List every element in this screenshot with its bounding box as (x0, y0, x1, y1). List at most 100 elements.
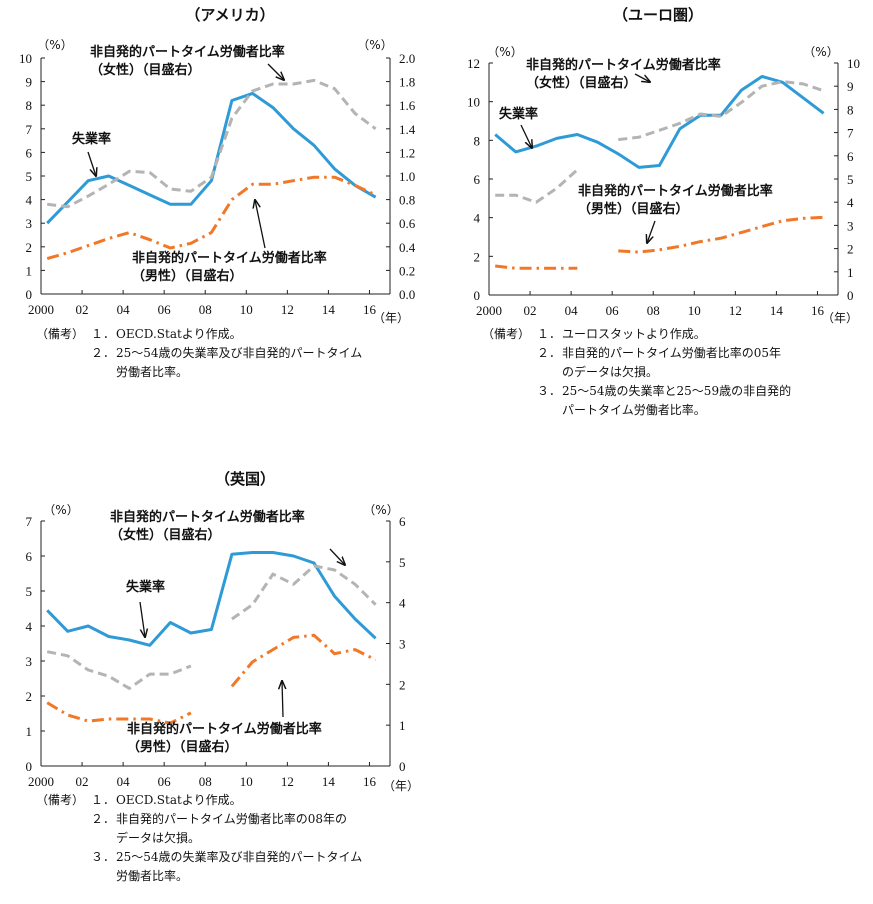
left-tick-label: 10 (19, 51, 32, 66)
x-tick-label: 12 (281, 302, 294, 317)
x-tick-label: 06 (158, 302, 172, 317)
chart-us: （アメリカ）0123456789100.00.20.40.60.81.01.21… (19, 6, 416, 379)
left-tick-label: 8 (26, 98, 33, 113)
right-tick-label: 1.2 (399, 145, 415, 160)
series-line (46, 701, 192, 725)
note-text-continued: 労働者比率。 (116, 868, 188, 883)
series-line (46, 175, 377, 261)
left-tick-label: 0 (474, 288, 481, 303)
left-tick-label: 10 (467, 95, 480, 110)
x-tick-label: 06 (158, 774, 172, 789)
note-number: １． (537, 327, 561, 341)
notes-label: （備考） (36, 792, 84, 807)
annotation-arrow (329, 548, 345, 565)
left-tick-label: 7 (26, 122, 33, 137)
right-tick-label: 6 (847, 149, 854, 164)
left-tick-label: 2 (26, 689, 33, 704)
note-text-continued: のデータは欠損。 (562, 364, 658, 379)
right-tick-label: 2 (847, 242, 854, 257)
left-tick-label: 5 (26, 584, 33, 599)
x-tick-label: 10 (240, 774, 253, 789)
annotation-arrow (255, 200, 266, 249)
chart-title: （アメリカ） (185, 6, 274, 24)
annotation-arrow (282, 681, 283, 718)
series-line (495, 168, 579, 204)
annotation-arrow (647, 220, 656, 243)
series-line (618, 80, 825, 142)
annotation-label: 失業率 (499, 106, 538, 122)
x-tick-label: 04 (117, 774, 131, 789)
right-tick-label: 0.0 (399, 287, 415, 302)
annotation-label: （女性）（目盛右） (90, 62, 201, 78)
right-tick-label: 5 (847, 172, 854, 187)
x-axis-unit: （年） (373, 311, 409, 325)
annotation-label: （女性）（目盛右） (110, 527, 221, 543)
right-tick-label: 0 (399, 759, 406, 774)
annotation-label: 失業率 (72, 131, 111, 147)
x-tick-label: 14 (322, 302, 336, 317)
x-tick-label: 16 (363, 774, 377, 789)
left-tick-label: 3 (26, 216, 33, 231)
chart-title: （ユーロ圏） (613, 6, 703, 24)
right-axis-unit: （%） (363, 503, 398, 517)
right-tick-label: 0.4 (399, 240, 416, 255)
right-tick-label: 2 (399, 677, 406, 692)
right-tick-label: 1.6 (399, 98, 416, 113)
x-tick-label: 16 (363, 302, 377, 317)
right-axis-unit: （%） (803, 45, 838, 59)
x-tick-label: 10 (688, 303, 701, 318)
left-tick-label: 6 (26, 549, 33, 564)
annotation-label: 非自発的パートタイム労働者比率 (127, 721, 322, 737)
x-tick-label: 2000 (476, 303, 502, 318)
left-tick-label: 12 (467, 56, 480, 71)
right-tick-label: 7 (847, 126, 854, 141)
right-tick-label: 1.4 (399, 122, 416, 137)
annotation-label: 非自発的パートタイム労働者比率 (90, 44, 285, 60)
note-number: １． (91, 793, 115, 807)
right-tick-label: 0.2 (399, 263, 415, 278)
right-tick-label: 1.0 (399, 169, 415, 184)
right-tick-label: 1 (847, 265, 854, 280)
left-tick-label: 0 (26, 759, 33, 774)
x-tick-label: 10 (240, 302, 253, 317)
series-line (618, 215, 824, 254)
notes-label: （備考） (482, 326, 530, 341)
x-tick-label: 2000 (28, 774, 54, 789)
series-line (494, 75, 825, 169)
notes-label: （備考） (36, 326, 84, 341)
right-tick-label: 1 (399, 718, 406, 733)
x-tick-label: 2000 (28, 302, 54, 317)
left-tick-label: 7 (26, 514, 33, 529)
annotation-label: （女性）（目盛右） (526, 75, 637, 91)
note-text: ユーロスタットより作成。 (562, 327, 706, 341)
annotation-label: 非自発的パートタイム労働者比率 (526, 57, 721, 73)
annotation-arrow (139, 601, 145, 637)
x-tick-label: 08 (199, 774, 212, 789)
note-number: ３． (91, 850, 115, 864)
annotation-label: 非自発的パートタイム労働者比率 (110, 509, 305, 525)
annotation-arrow (267, 63, 284, 80)
note-text: 非自発的パートタイム労働者比率の05年 (562, 345, 781, 360)
left-tick-label: 0 (26, 287, 33, 302)
annotation-arrow (520, 124, 532, 148)
series-line (47, 78, 377, 209)
right-tick-label: 0 (847, 288, 854, 303)
x-tick-label: 08 (647, 303, 660, 318)
right-axis-unit: （%） (357, 38, 392, 52)
series-line (46, 551, 377, 647)
note-text: 25～54歳の失業率及び非自発的パートタイム (116, 345, 362, 360)
annotation-arrow (87, 151, 96, 176)
note-number: １． (91, 327, 115, 341)
right-tick-label: 6 (399, 514, 406, 529)
right-tick-label: 8 (847, 102, 854, 117)
left-tick-label: 6 (474, 172, 481, 187)
right-tick-label: 4 (399, 596, 406, 611)
note-text-continued: 労働者比率。 (116, 364, 188, 379)
x-tick-label: 02 (76, 302, 89, 317)
x-axis-unit: （年） (383, 779, 419, 793)
left-tick-label: 4 (26, 193, 33, 208)
note-text: 非自発的パートタイム労働者比率の08年の (116, 811, 347, 826)
x-tick-label: 16 (811, 303, 825, 318)
left-tick-label: 1 (26, 724, 33, 739)
